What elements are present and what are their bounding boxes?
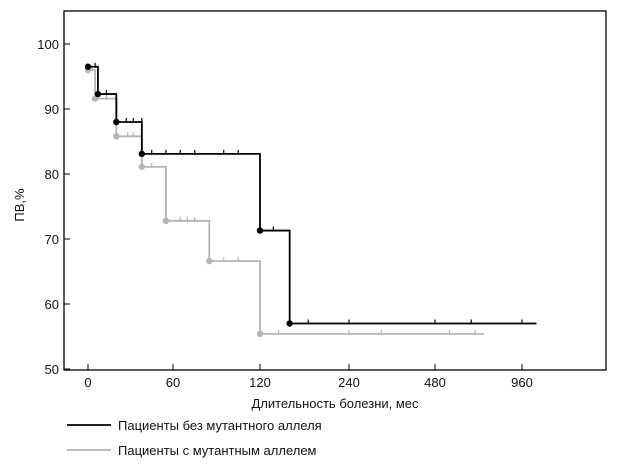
y-tick-label-60: 60 [45, 297, 59, 312]
series-layer [84, 62, 537, 338]
x-axis: 0 60 120 240 480 960 [84, 364, 533, 390]
series-2-event-3 [138, 163, 146, 171]
y-tick-label-70: 70 [45, 232, 59, 247]
legend-label-series-1: Пациенты без мутантного аллеля [118, 418, 322, 433]
y-axis: 50 60 70 80 90 100 [37, 37, 70, 377]
series-1 [84, 62, 537, 327]
series-1-event-5 [286, 320, 293, 327]
series-1-event-0 [84, 63, 92, 70]
y-tick-label-100: 100 [37, 37, 59, 52]
series-1-event-1 [94, 90, 102, 98]
series-2-step-line [88, 69, 484, 335]
series-2 [84, 66, 484, 338]
x-tick-label-0: 0 [84, 375, 91, 390]
series-2-event-5 [206, 257, 213, 265]
series-2-event-4 [162, 217, 170, 224]
series-2-event-2 [113, 133, 120, 140]
y-axis-title: ПВ,% [12, 188, 27, 222]
y-tick-label-90: 90 [45, 102, 59, 117]
series-1-event-4 [256, 227, 264, 234]
x-axis-title: Длительность болезни, мес [251, 396, 419, 411]
series-1-event-3 [138, 150, 146, 158]
series-2-event-6 [256, 330, 264, 338]
x-tick-label-60: 60 [166, 375, 180, 390]
legend: Пациенты без мутантного аллеля Пациенты … [67, 418, 322, 458]
x-tick-label-120: 120 [249, 375, 271, 390]
x-tick-label-480: 480 [424, 375, 446, 390]
series-1-step-line [88, 65, 537, 325]
legend-label-series-2: Пациенты с мутантным аллелем [118, 443, 317, 458]
y-tick-label-80: 80 [45, 167, 59, 182]
plot-frame [63, 10, 607, 371]
series-1-event-2 [113, 118, 120, 126]
x-tick-label-240: 240 [338, 375, 360, 390]
y-tick-label-50: 50 [45, 362, 59, 377]
x-tick-label-960: 960 [511, 375, 533, 390]
